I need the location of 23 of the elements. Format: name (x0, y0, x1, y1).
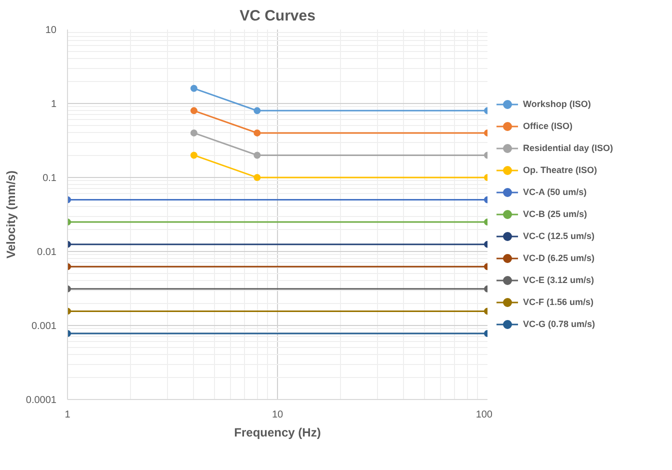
chart-title: VC Curves (240, 8, 316, 24)
legend-label: Workshop (ISO) (523, 99, 591, 109)
y-axis-title: Velocity (mm/s) (4, 170, 18, 259)
x-tick-label: 1 (64, 410, 71, 420)
x-axis-title: Frequency (Hz) (234, 426, 321, 440)
y-tick-label: 1 (50, 99, 57, 110)
legend-label: VC-C (12.5 um/s) (523, 231, 595, 241)
y-tick-label: 0.1 (42, 173, 57, 184)
legend-label: VC-G (0.78 um/s) (523, 319, 596, 329)
x-tick-label: 10 (272, 410, 284, 420)
y-tick-label: 0.001 (31, 321, 57, 332)
y-tick-label: 0.01 (37, 247, 57, 258)
legend-label: VC-A (50 um/s) (523, 187, 587, 197)
legend-label: Office (ISO) (523, 121, 573, 131)
legend-label: VC-E (3.12 um/s) (523, 275, 594, 285)
legend-label: VC-D (6.25 um/s) (523, 253, 595, 263)
y-tick-label: 0.0001 (26, 395, 57, 406)
x-tick-label: 100 (476, 410, 493, 420)
legend-label: Op. Theatre (ISO) (523, 165, 598, 175)
legend-label: VC-B (25 um/s) (523, 209, 588, 219)
y-tick-label: 10 (45, 25, 57, 36)
legend-label: VC-F (1.56 um/s) (523, 297, 594, 307)
legend-label: Residential day (ISO) (523, 143, 614, 153)
